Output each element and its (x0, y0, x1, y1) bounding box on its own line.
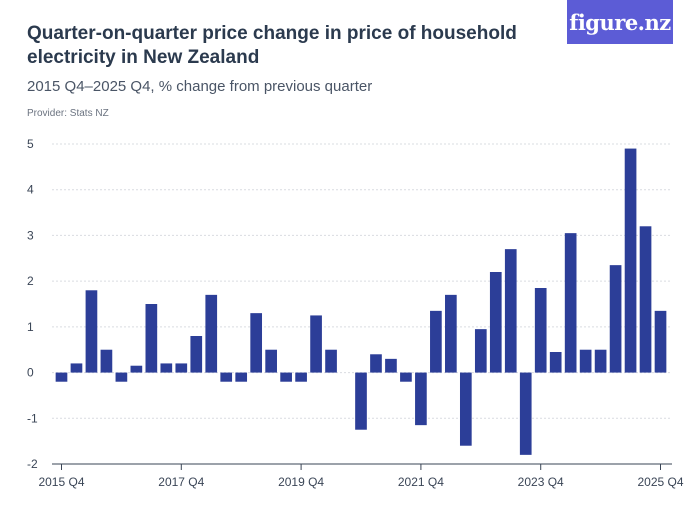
bar (130, 365, 143, 373)
bar (205, 294, 218, 373)
bar (385, 358, 397, 373)
bar (115, 372, 128, 382)
chart-title: Quarter-on-quarter price change in price… (27, 23, 517, 68)
bar (504, 249, 517, 373)
bar (415, 372, 427, 426)
x-tick-label: 2025 Q4 (637, 475, 683, 489)
x-axis-ticks: 2015 Q4 2017 Q4 2019 Q4 2021 Q4 2023 Q4 2025 … (38, 463, 684, 489)
bar (519, 372, 532, 455)
bar (100, 349, 113, 373)
bar (325, 349, 337, 373)
y-tick-label: 0 (27, 366, 34, 380)
y-tick-label: 1 (27, 320, 34, 334)
bar (145, 304, 158, 373)
bar (265, 349, 277, 373)
bar (564, 233, 577, 373)
x-tick-label: 2017 Q4 (158, 475, 204, 489)
bar (85, 290, 98, 373)
bar (55, 372, 68, 382)
bar (579, 349, 592, 373)
bar (175, 363, 188, 373)
bar (459, 372, 472, 446)
bar (430, 310, 442, 373)
bar (295, 372, 307, 382)
bar (489, 272, 502, 373)
bar (400, 372, 412, 382)
bar (235, 372, 248, 382)
x-tick-label: 2023 Q4 (518, 475, 564, 489)
y-tick-label: 5 (27, 137, 34, 151)
bar (280, 372, 292, 382)
provider-label: Provider: Stats NZ (27, 108, 109, 119)
bar (220, 372, 233, 382)
figure-nz-logo[interactable]: figure.nz (567, 0, 673, 44)
bar (639, 226, 652, 373)
bar (549, 352, 562, 373)
y-tick-label: 3 (27, 228, 34, 242)
bar (250, 313, 263, 373)
x-tick-label: 2021 Q4 (398, 475, 444, 489)
bar (474, 329, 487, 373)
chart-subtitle: 2015 Q4–2025 Q4, % change from previous … (27, 78, 373, 95)
bar (445, 294, 457, 373)
bars (55, 148, 667, 455)
bar (70, 363, 83, 373)
x-tick-label: 2015 Q4 (38, 475, 84, 489)
y-tick-label: -1 (27, 411, 38, 425)
y-tick-label: 4 (27, 183, 34, 197)
bar (370, 354, 382, 373)
bar (310, 315, 322, 373)
x-tick-label: 2019 Q4 (278, 475, 324, 489)
y-axis-ticks: 5 4 3 2 1 0 -1 -2 (27, 137, 38, 471)
bar (160, 363, 173, 373)
bar (190, 336, 203, 373)
y-tick-label: -2 (27, 457, 38, 471)
bar (355, 372, 367, 430)
bar (654, 310, 667, 373)
bar (624, 148, 637, 373)
bar (534, 288, 547, 373)
bar (609, 265, 622, 373)
y-tick-label: 2 (27, 274, 34, 288)
bar (594, 349, 607, 373)
